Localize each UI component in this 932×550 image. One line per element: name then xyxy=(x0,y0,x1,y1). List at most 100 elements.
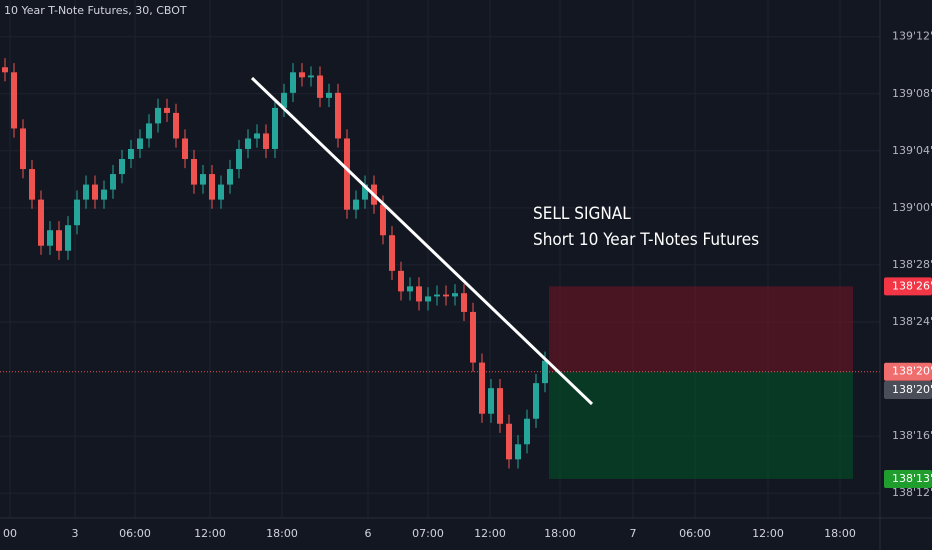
x-tick-label: 18:00 xyxy=(266,527,298,540)
axes: 139'12'0 139'08'0 139'04'0 139'00'0 138'28'0… xyxy=(3,30,932,540)
candle-body xyxy=(407,286,413,292)
y-tick-label: 138'28'0 xyxy=(892,258,932,271)
candle-body xyxy=(65,225,71,251)
zones xyxy=(0,286,880,479)
x-tick-label: 12:00 xyxy=(194,527,226,540)
y-tick-label: 138'12'0 xyxy=(892,486,932,499)
candle-body xyxy=(299,72,305,78)
price-badge-label: 138'20'5 xyxy=(892,383,932,396)
x-tick-label: 18:00 xyxy=(824,527,856,540)
candle-body xyxy=(128,148,134,160)
candle-body xyxy=(452,293,458,297)
price-badge xyxy=(884,277,932,296)
candle-body xyxy=(155,107,161,124)
candle-body xyxy=(290,72,296,93)
y-tick-label: 139'00'0 xyxy=(892,201,932,214)
annotation: SELL SIGNAL xyxy=(533,204,631,224)
x-tick-label: 06:00 xyxy=(679,527,711,540)
candle-body xyxy=(281,92,287,108)
x-tick-label: 6 xyxy=(365,527,372,540)
candle-body xyxy=(272,107,278,149)
candle-body xyxy=(533,383,539,419)
candle-body xyxy=(542,360,548,384)
candle-body xyxy=(209,174,215,200)
candle-body xyxy=(461,293,467,312)
candle-body xyxy=(416,286,422,302)
candle-body xyxy=(515,444,521,460)
candle-body xyxy=(524,418,530,445)
candle-body xyxy=(38,199,44,246)
y-tick-label: 139'12'0 xyxy=(892,30,932,43)
y-tick-label: 138'24'0 xyxy=(892,315,932,328)
candle-body xyxy=(110,174,116,190)
candle-body xyxy=(353,199,359,210)
candle-body xyxy=(173,112,179,139)
candle-body xyxy=(443,294,449,297)
candle-body xyxy=(245,138,251,149)
candle-body xyxy=(389,235,395,271)
price-badge xyxy=(884,469,932,488)
price-badge-label: 138'20'5 xyxy=(892,365,932,378)
candle-body xyxy=(191,159,197,185)
candle-body xyxy=(83,184,89,200)
candle-body xyxy=(497,388,503,424)
candle-body xyxy=(236,148,242,170)
price-badge xyxy=(884,381,932,399)
reward-zone xyxy=(549,371,853,479)
candle-body xyxy=(56,230,62,251)
trend-line xyxy=(250,76,594,406)
candle-body xyxy=(164,107,170,113)
candle-body xyxy=(344,138,350,210)
annotation: Short 10 Year T-Notes Futures xyxy=(533,230,759,250)
y-tick-label: 139'08'0 xyxy=(892,87,932,100)
candle-body xyxy=(227,169,233,185)
candle-body xyxy=(479,362,485,414)
x-tick-label: 3 xyxy=(72,527,79,540)
price-badge xyxy=(884,362,932,381)
candles xyxy=(2,58,548,469)
candle-body xyxy=(137,138,143,149)
x-tick-label: 06:00 xyxy=(119,527,151,540)
candle-body xyxy=(20,128,26,170)
candle-body xyxy=(317,75,323,98)
x-tick-label: 7 xyxy=(630,527,637,540)
price-badge-label: 138'26'5 xyxy=(892,279,932,292)
candle-body xyxy=(101,189,107,200)
risk-zone xyxy=(549,286,853,372)
candle-body xyxy=(2,67,8,73)
candle-body xyxy=(11,72,17,129)
x-tick-label: 12:00 xyxy=(752,527,784,540)
candle-body xyxy=(200,174,206,185)
x-tick-label: 00 xyxy=(3,527,17,540)
candle-body xyxy=(263,133,269,149)
candle-body xyxy=(119,159,125,175)
y-tick-label: 138'16'0 xyxy=(892,429,932,442)
candle-body xyxy=(380,204,386,236)
y-tick-label: 139'04'0 xyxy=(892,144,932,157)
candle-body xyxy=(47,230,53,246)
symbol-title: 10 Year T-Note Futures, 30, CBOT xyxy=(4,4,187,17)
candle-body xyxy=(362,184,368,200)
candle-body xyxy=(29,169,35,200)
candle-body xyxy=(335,92,341,139)
x-tick-label: 12:00 xyxy=(474,527,506,540)
candle-body xyxy=(218,184,224,200)
candle-body xyxy=(182,138,188,160)
candle-body xyxy=(146,123,152,139)
candle-body xyxy=(506,423,512,460)
candle-body xyxy=(326,92,332,98)
x-tick-label: 07:00 xyxy=(412,527,444,540)
candle-body xyxy=(92,184,98,200)
price-badge-label: 138'13'0 xyxy=(892,472,932,485)
candle-body xyxy=(488,388,494,414)
candle-body xyxy=(425,296,431,302)
candle-body xyxy=(74,199,80,226)
candle-body xyxy=(470,311,476,363)
x-tick-label: 18:00 xyxy=(544,527,576,540)
candle-body xyxy=(398,270,404,292)
candle-body xyxy=(434,294,440,297)
candle-body xyxy=(254,133,260,139)
candle-body xyxy=(308,75,314,78)
